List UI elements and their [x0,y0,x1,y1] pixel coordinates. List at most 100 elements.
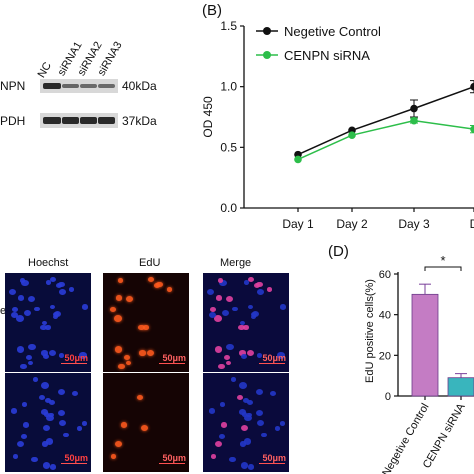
band-top-sirna1 [62,84,79,88]
edu-nucleus [143,325,149,330]
band-top-nc [43,83,61,89]
data-point [470,82,474,91]
nucleus [21,434,28,439]
nucleus [59,289,67,295]
band-bottom-nc [43,117,61,124]
nucleus [55,282,62,289]
nucleus [16,346,25,353]
nucleus [226,343,234,351]
nucleus [11,307,18,312]
edu-nucleus [140,424,149,432]
nucleus [42,462,51,469]
micrograph-hoechst-sirna: 50μm [5,373,91,472]
nucleus [246,400,253,406]
blot-strip-top [40,79,118,93]
nucleus [45,438,54,445]
legend-label-0: Negetive Control [284,24,381,39]
scale-bar-label: 50μm [262,353,286,363]
nucleus [34,306,40,311]
nucleus [214,314,223,322]
edu-nucleus [136,395,143,401]
nucleus [237,324,245,331]
nucleus [248,277,255,283]
nucleus [41,320,47,325]
band-bottom-sirna1 [62,117,79,124]
nucleus [27,361,33,366]
edu-nucleus [111,454,117,459]
scale-bar-line [159,363,185,364]
nucleus [30,456,38,463]
nucleus [16,440,25,447]
y-tick-label: 1.5 [220,19,237,33]
nucleus [240,462,249,469]
nucleus [260,432,267,438]
nucleus [44,412,50,417]
nucleus [25,354,33,360]
edu-nucleus [114,314,123,322]
scale-bar-line [259,363,285,364]
nucleus [256,419,265,427]
edu-nucleus [125,361,131,366]
nucleus [221,310,229,317]
band-bottom-sirna3 [98,117,115,124]
edu-nucleus [139,350,146,356]
scale-bar-label: 50μm [162,453,186,463]
nucleus [214,346,223,353]
nucleus [58,419,67,427]
edu-nucleus [146,349,155,357]
panel-b-label: (B) [202,2,222,19]
nucleus [58,388,66,395]
nucleus [44,397,52,403]
nucleus [58,353,65,359]
blot-size-label-2: 37kDa [122,114,157,128]
nucleus [42,441,49,447]
nucleus [50,277,57,283]
nucleus [20,278,26,283]
nucleus [28,343,36,351]
nucleus [20,279,29,287]
nucleus [13,454,19,459]
nucleus [11,408,18,414]
edu-nucleus [109,307,116,312]
edu-nucleus [114,440,123,447]
nucleus [38,395,45,401]
nucleus [209,307,216,312]
x-tick-label: Day 2 [336,217,368,231]
edu-nucleus [148,277,155,283]
nucleus [52,314,58,320]
nucleus [16,314,25,322]
band-top-sirna2 [80,84,97,88]
nucleus [208,312,216,319]
edu-nucleus [137,324,145,331]
data-point [470,125,474,133]
micrograph-merge-sirna: 50μm [203,373,289,472]
band-bottom-sirna2 [80,117,97,124]
edu-nucleus [118,278,124,283]
nucleus [21,402,27,407]
nucleus [236,395,243,401]
nucleus [277,352,285,359]
scale-bar-line [159,463,185,464]
series-line-0 [297,85,474,156]
y-axis-title: OD 450 [201,96,215,138]
band-top-sirna3 [98,84,115,88]
nucleus [62,432,69,438]
micrograph-column-hoechst: Hoechst [28,257,69,269]
nucleus [211,454,217,459]
nucleus [215,295,222,301]
scale-bar-label: 50μm [64,453,88,463]
nucleus [240,441,247,447]
nucleus [269,391,276,397]
y-tick-label: 0.0 [220,201,237,215]
nucleus [79,352,87,359]
x-tick-label: Day 1 [282,217,314,231]
blot-strip-bottom [40,113,118,128]
blot-protein-label-1: NPN [0,79,26,93]
panel-d-label: (D) [328,243,349,260]
nucleus [256,388,264,395]
blot-protein-label-2: PDH [0,114,26,128]
nucleus [76,426,82,431]
nucleus [228,456,236,463]
nucleus [39,324,47,331]
nucleus [243,279,250,285]
